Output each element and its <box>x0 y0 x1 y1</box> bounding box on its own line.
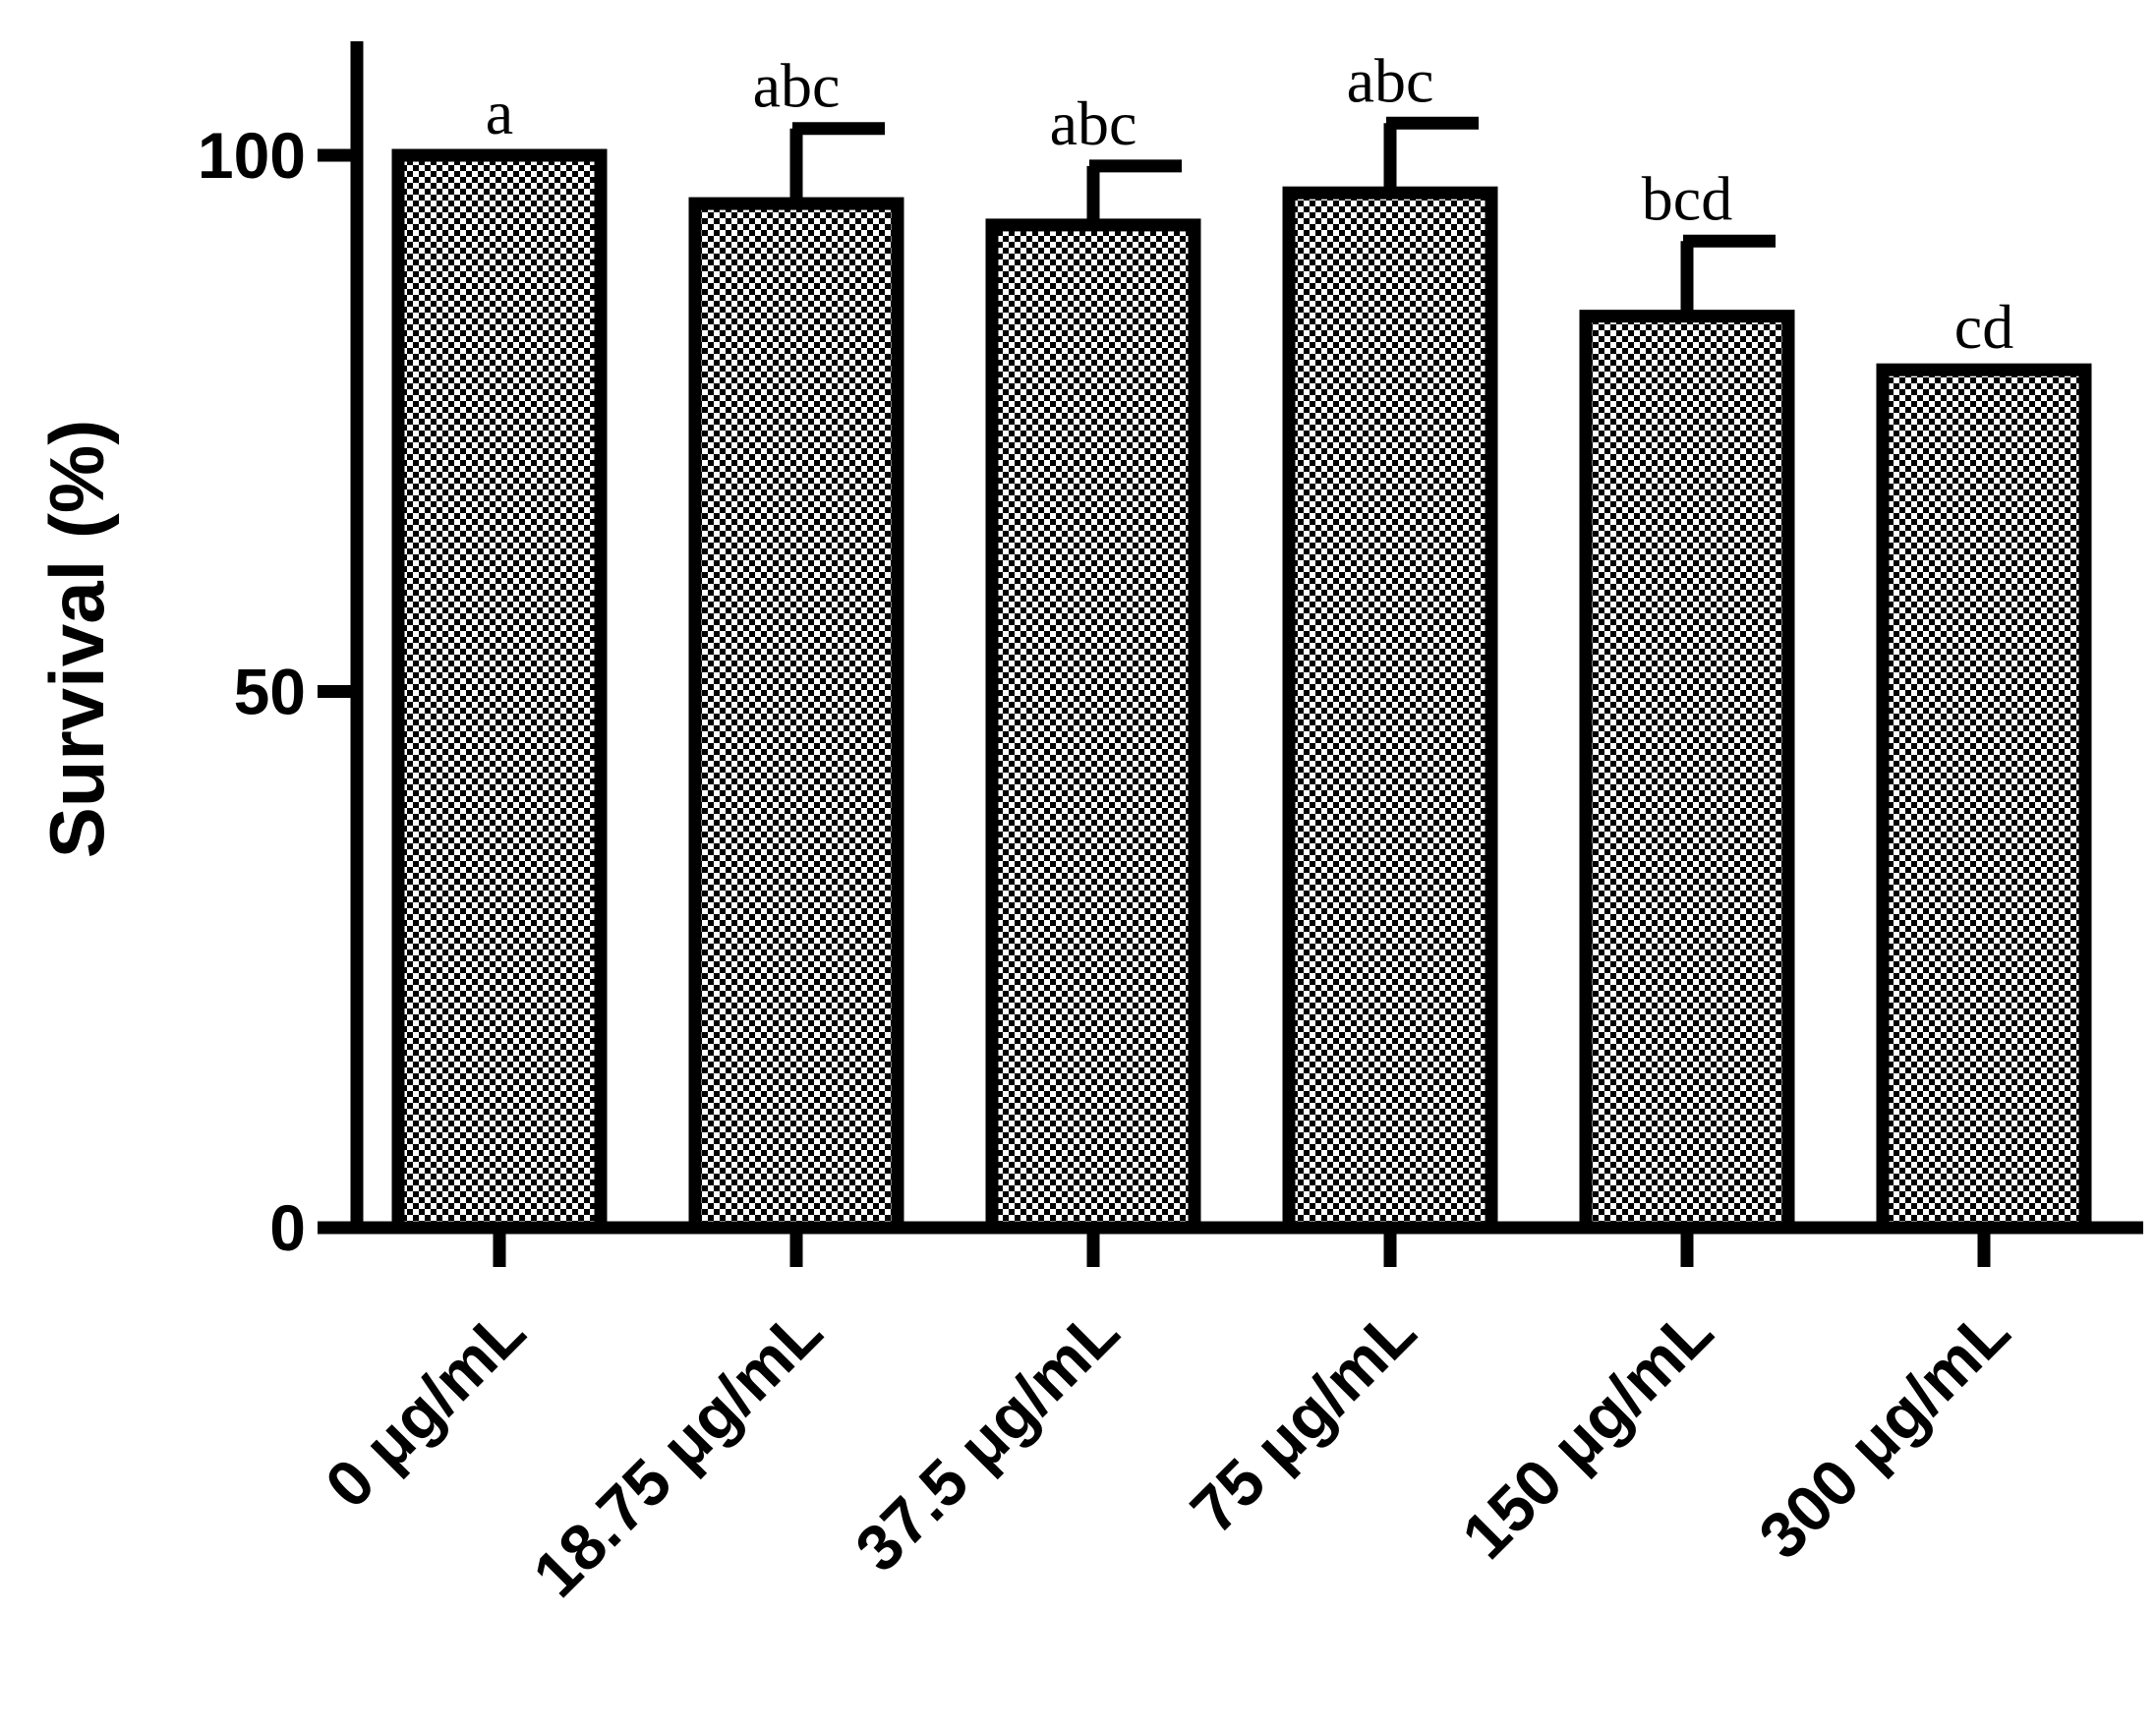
significance-label-2: abc <box>1050 88 1137 158</box>
significance-label-1: abc <box>753 51 841 121</box>
bar-2 <box>985 218 1201 1235</box>
significance-label-3: abc <box>1347 45 1434 115</box>
significance-labels-layer: a abc abc abc bcd cd <box>486 45 2013 362</box>
axes-layer <box>350 41 2143 1235</box>
bar-5 <box>1876 363 2092 1235</box>
y-tick-label-1: 50 <box>234 656 306 728</box>
error-bars-layer <box>789 116 1776 317</box>
x-tick-label-5: 300 μg/mL <box>1745 1295 2023 1573</box>
bar-4 <box>1579 310 1795 1235</box>
bar-0 <box>391 148 608 1235</box>
bar-3 <box>1282 186 1498 1235</box>
y-axis-title: Survival (%) <box>33 420 120 858</box>
significance-label-5: cd <box>1954 292 2013 362</box>
significance-label-4: bcd <box>1642 163 1732 233</box>
x-tick-label-1: 18.75 μg/mL <box>519 1295 836 1611</box>
x-tick-label-4: 150 μg/mL <box>1448 1295 1726 1573</box>
x-tick-label-0: 0 μg/mL <box>312 1295 539 1522</box>
significance-label-0: a <box>486 78 513 147</box>
x-tick-label-3: 75 μg/mL <box>1177 1295 1429 1547</box>
x-tick-label-2: 37.5 μg/mL <box>842 1295 1133 1585</box>
y-tick-label-2: 100 <box>198 119 306 192</box>
bar-1 <box>688 197 904 1235</box>
bars-layer <box>391 148 2092 1235</box>
y-tick-label-0: 0 <box>269 1191 306 1264</box>
